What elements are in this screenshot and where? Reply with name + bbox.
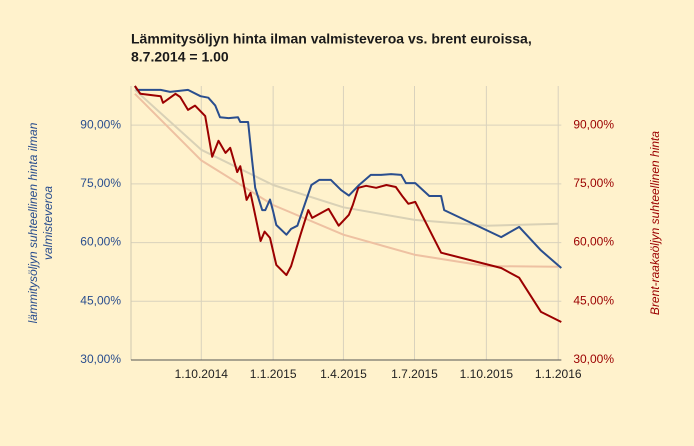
y2-tick-label: 30,00% bbox=[573, 352, 614, 366]
x-tick-label: 1.1.2015 bbox=[250, 367, 297, 381]
y-tick-label: 45,00% bbox=[80, 293, 121, 307]
y-tick-label: 30,00% bbox=[80, 352, 121, 366]
y-axis-label: valmisteveroa bbox=[41, 186, 55, 260]
y2-tick-label: 45,00% bbox=[573, 293, 614, 307]
x-tick-label: 1.4.2015 bbox=[320, 367, 367, 381]
series-line bbox=[134, 85, 562, 323]
y2-tick-label: 90,00% bbox=[573, 117, 614, 131]
trend-line bbox=[134, 93, 559, 268]
y2-tick-label: 60,00% bbox=[573, 235, 614, 249]
y-tick-label: 75,00% bbox=[80, 176, 121, 190]
series-line bbox=[134, 85, 562, 269]
trend-line bbox=[134, 89, 559, 227]
y-tick-label: 60,00% bbox=[80, 235, 121, 249]
y2-tick-label: 75,00% bbox=[573, 176, 614, 190]
y-axis-label: lämmitysöljyn suhteellinen hinta ilman bbox=[26, 122, 40, 323]
y2-axis-label: Brent-raakaöljyn suhteellinen hinta bbox=[648, 131, 662, 315]
x-tick-label: 1.1.2016 bbox=[535, 367, 582, 381]
x-tick-label: 1.10.2015 bbox=[460, 367, 514, 381]
x-tick-label: 1.10.2014 bbox=[175, 367, 229, 381]
x-tick-label: 1.7.2015 bbox=[391, 367, 438, 381]
y-tick-label: 90,00% bbox=[80, 117, 121, 131]
chart-title: Lämmitysöljyn hinta ilman valmisteveroa … bbox=[131, 31, 532, 47]
chart-title: 8.7.2014 = 1.00 bbox=[131, 49, 229, 65]
